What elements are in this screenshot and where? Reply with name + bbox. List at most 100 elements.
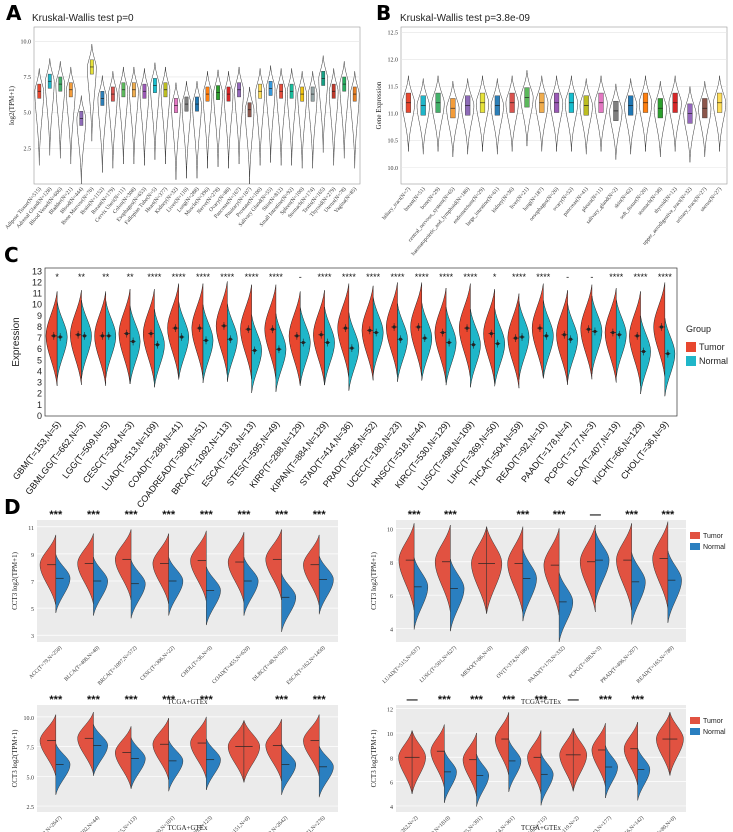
- category-label: PAAD(T=179,N=332): [527, 644, 567, 684]
- tumor-violin: [616, 523, 632, 611]
- tumor-violin: [434, 524, 451, 612]
- legend-d4-tumor-swatch: [690, 717, 700, 724]
- category-label: BRCA(T=1097,N=572): [96, 644, 138, 686]
- tumor-violin: [434, 287, 447, 383]
- tumor-violin: [190, 530, 207, 602]
- significance-label: -: [566, 272, 569, 282]
- violin-shape: [594, 75, 608, 152]
- y-tick-label: 12: [32, 277, 42, 287]
- significance-label: ****: [220, 272, 235, 282]
- significance-label: ***: [125, 509, 139, 521]
- normal-violin: [168, 739, 184, 792]
- y-tick-label: 12.5: [388, 30, 399, 36]
- category-label: LIHC(T=371,N=276): [288, 814, 327, 832]
- category-label: GBM(T=153,N=2647): [23, 814, 64, 832]
- tumor-violin: [94, 291, 107, 386]
- tumor-violin: [215, 281, 228, 376]
- violin-shape: [276, 68, 286, 166]
- normal-violin: [669, 712, 684, 776]
- legend-d2-tumor-swatch: [690, 532, 700, 539]
- violin-shape: [118, 66, 129, 165]
- y-tick-label: 0: [37, 411, 42, 421]
- category-label: LAML(T=151,N=0): [214, 814, 251, 832]
- normal-violin: [55, 743, 71, 795]
- tumor-violin: [653, 282, 666, 378]
- significance-label: ****: [196, 272, 211, 282]
- y-tick-label: 10.5: [388, 139, 399, 145]
- tumor-violin: [556, 290, 568, 385]
- tumor-violin: [458, 283, 471, 379]
- violin-shape: [713, 75, 727, 152]
- significance-label: ***: [125, 694, 139, 706]
- significance-label: —: [590, 509, 601, 521]
- y-tick-label: 11: [28, 526, 34, 532]
- tumor-violin: [152, 533, 169, 605]
- violin-shape: [108, 71, 118, 169]
- violin-shape: [446, 81, 460, 157]
- tumor-violin: [462, 732, 477, 797]
- category-label: CHOL(T=36,N=9): [179, 644, 214, 679]
- y-axis-label: CCT3 log2(TPM+1): [11, 551, 19, 609]
- significance-label: ****: [269, 272, 284, 282]
- tumor-violin: [39, 534, 57, 606]
- normal-violin: [486, 526, 503, 614]
- significance-label: ***: [87, 694, 101, 706]
- y-tick-label: 10: [32, 300, 42, 310]
- y-tick-label: 9: [37, 311, 42, 321]
- y-tick-label: 4: [390, 805, 393, 811]
- normal-violin: [130, 559, 146, 619]
- violin-shape: [286, 68, 297, 166]
- significance-label: ****: [658, 272, 673, 282]
- normal-violin: [637, 747, 651, 801]
- significance-label: ***: [238, 509, 252, 521]
- normal-violin: [518, 301, 530, 380]
- normal-violin: [81, 300, 92, 379]
- y-tick-label: 10.0: [388, 166, 399, 172]
- y-tick-label: 10: [387, 732, 393, 738]
- significance-label: ***: [661, 509, 675, 521]
- violin-shape: [490, 78, 504, 155]
- tumor-violin: [559, 728, 574, 792]
- normal-violin: [413, 557, 429, 630]
- significance-label: ***: [313, 694, 327, 706]
- tumor-violin: [386, 282, 398, 378]
- violin-shape: [129, 66, 139, 165]
- tumor-violin: [471, 526, 487, 614]
- y-tick-label: 1: [37, 400, 42, 410]
- violin-shape: [308, 71, 318, 169]
- tumor-violin: [77, 533, 94, 605]
- significance-label: ****: [463, 272, 478, 282]
- legend-d2-tumor-label: Tumor: [703, 533, 724, 540]
- normal-violin: [605, 745, 618, 799]
- panel-a-title: Kruskal-Wallis test p=0: [32, 13, 134, 24]
- category-label: PRAD(T=496,N=297): [599, 644, 639, 684]
- violin-shape: [401, 75, 415, 152]
- y-tick-label: 9: [31, 553, 34, 559]
- significance-label: ****: [390, 272, 405, 282]
- normal-violin: [372, 296, 384, 376]
- violin-shape: [87, 44, 97, 142]
- tumor-violin: [337, 283, 350, 379]
- significance-label: ***: [200, 509, 214, 521]
- significance-label: ***: [553, 509, 567, 521]
- category-label: UCS(T=56,N=142): [610, 814, 645, 832]
- normal-violin: [129, 305, 141, 385]
- x-axis-label: TCGA+GTEx: [167, 824, 208, 832]
- y-tick-label: 2.5: [24, 146, 32, 152]
- y-tick-label: 10: [387, 527, 393, 533]
- category-label: READ(T=165,N=789): [635, 644, 675, 684]
- normal-violin: [243, 720, 260, 783]
- tumor-violin: [591, 723, 606, 787]
- normal-violin: [470, 309, 481, 388]
- significance-label: ***: [625, 509, 639, 521]
- tumor-violin: [430, 724, 445, 788]
- normal-violin: [243, 557, 259, 616]
- normal-violin: [572, 728, 588, 792]
- violin-shape: [329, 68, 339, 166]
- normal-violin: [591, 295, 603, 375]
- tumor-violin: [118, 289, 131, 384]
- category-label: DLBC(T=48,N=929): [251, 644, 289, 682]
- tumor-violin: [77, 712, 94, 775]
- tumor-violin: [303, 714, 320, 777]
